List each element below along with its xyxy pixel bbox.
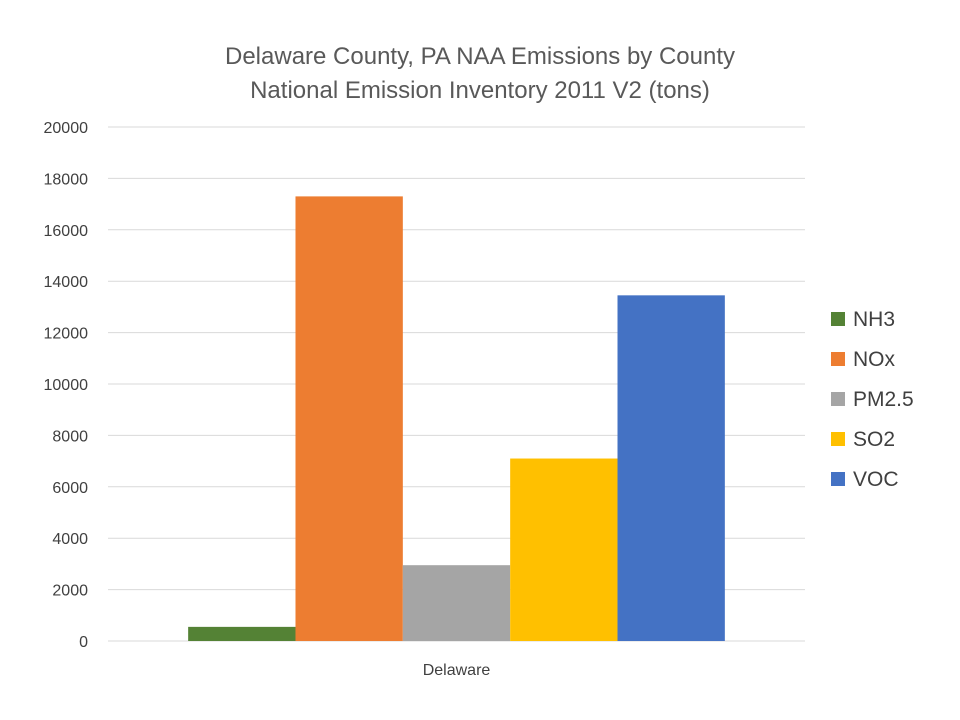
y-tick-label: 10000 [44, 377, 89, 394]
y-axis-tick-labels: 0 2000 4000 6000 8000 10000 12000 14000 16000 180… [44, 120, 89, 651]
y-tick-label: 6000 [52, 480, 88, 497]
gridlines [108, 126, 805, 642]
y-tick-label: 16000 [44, 223, 89, 240]
legend-label: NH3 [853, 308, 895, 331]
legend: NH3 NOx PM2.5 SO2 VOC [831, 308, 914, 491]
x-axis-tick-labels: Delaware [423, 662, 491, 679]
legend-label: PM2.5 [853, 388, 914, 411]
y-tick-label: 2000 [52, 583, 88, 600]
x-tick-label: Delaware [423, 662, 491, 679]
bar-nh3 [188, 626, 296, 641]
legend-swatch [831, 392, 845, 406]
legend-swatch [831, 352, 845, 366]
y-tick-label: 18000 [44, 171, 89, 188]
chart-title: Delaware County, PA NAA Emissions by Cou… [225, 43, 735, 70]
legend-label: VOC [853, 468, 899, 491]
y-tick-label: 0 [79, 634, 88, 651]
y-tick-label: 14000 [44, 274, 89, 291]
y-tick-label: 12000 [44, 326, 89, 343]
bar-voc [617, 295, 725, 641]
legend-swatch [831, 432, 845, 446]
bar-pm25 [402, 565, 511, 641]
bar-nox [295, 196, 403, 641]
chart-subtitle: National Emission Inventory 2011 V2 (ton… [250, 77, 710, 104]
y-tick-label: 20000 [44, 120, 89, 137]
legend-label: SO2 [853, 428, 895, 451]
y-tick-label: 4000 [52, 531, 88, 548]
legend-swatch [831, 472, 845, 486]
y-tick-label: 8000 [52, 428, 88, 445]
legend-label: NOx [853, 348, 896, 371]
legend-swatch [831, 312, 845, 326]
bar-so2 [510, 458, 618, 641]
bars [188, 196, 725, 641]
